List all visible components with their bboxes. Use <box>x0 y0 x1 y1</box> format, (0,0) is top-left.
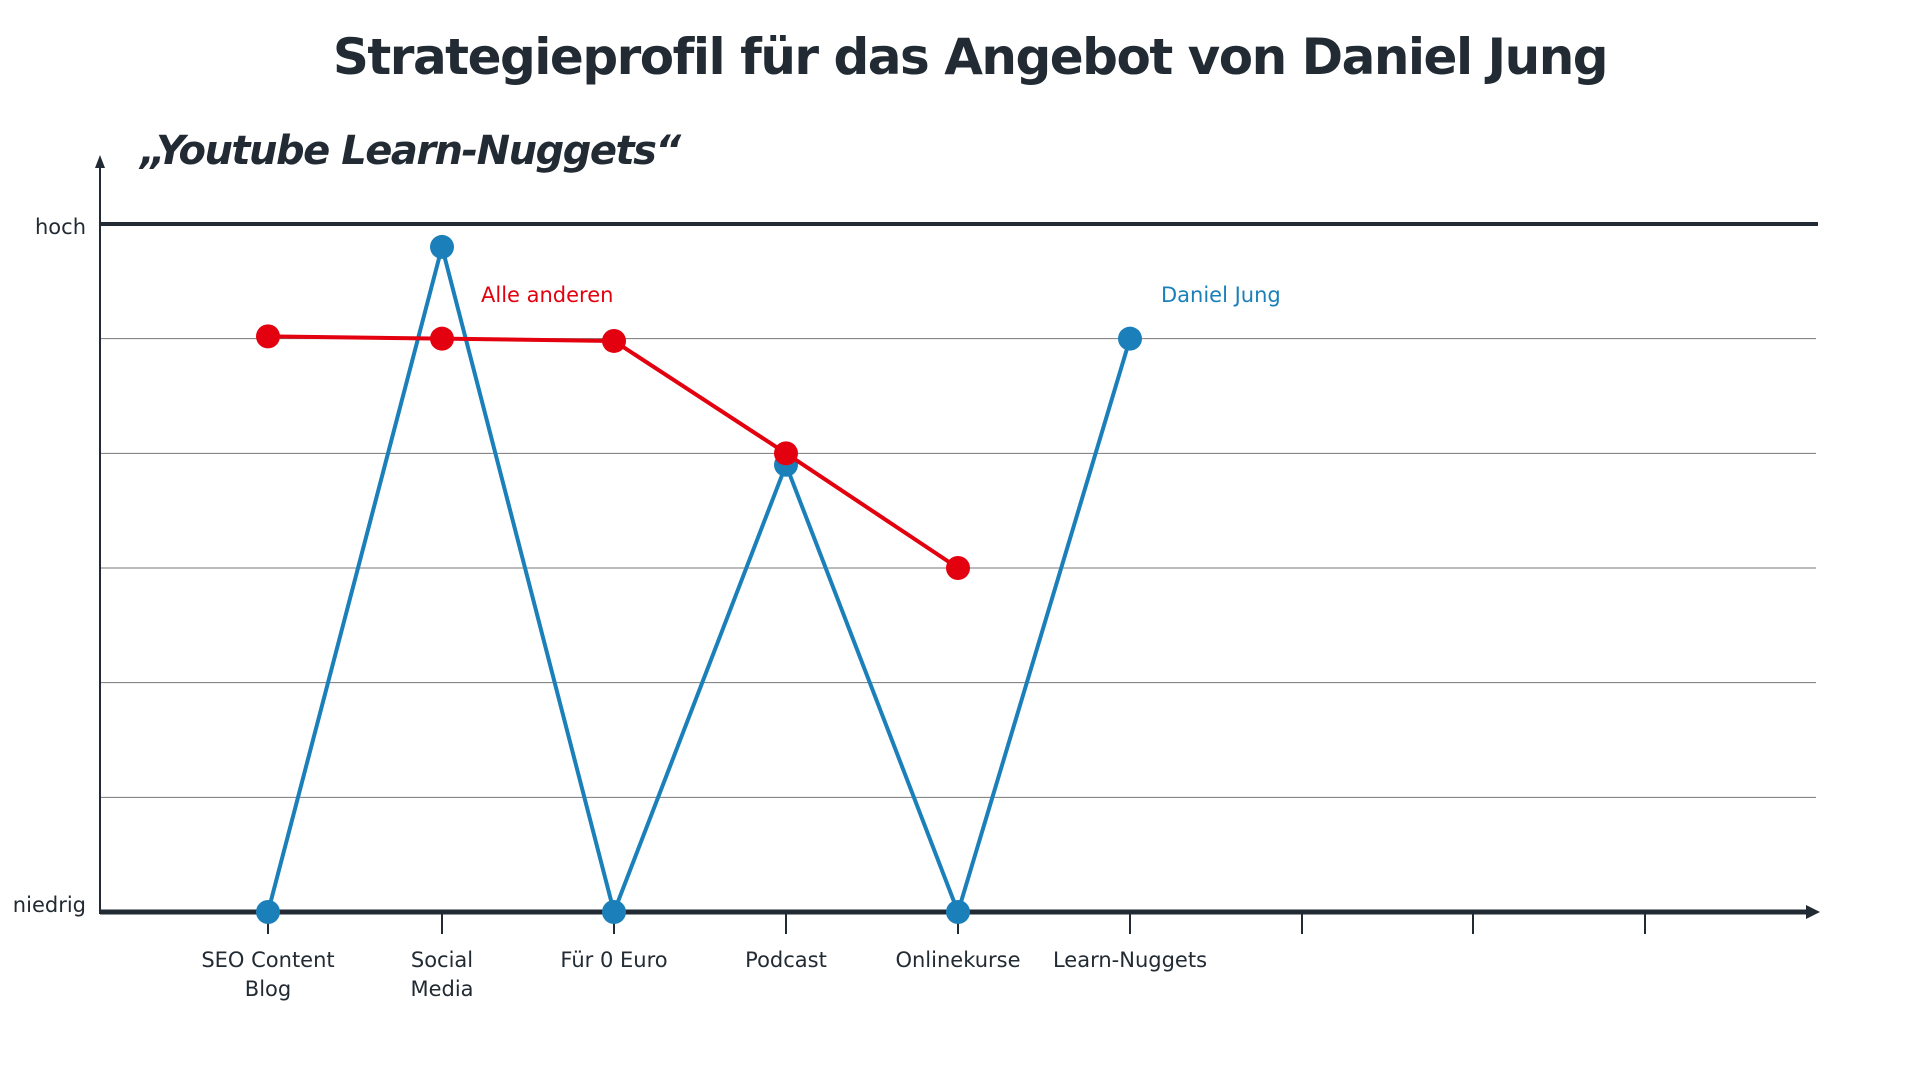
y-axis-arrow <box>95 155 105 168</box>
x-tick-label: Learn-Nuggets <box>1053 948 1207 972</box>
data-point <box>774 441 798 466</box>
data-point <box>602 900 626 924</box>
x-tick-label: SEO Content Blog <box>201 948 334 1001</box>
chart-subtitle: „Youtube Learn-Nuggets“ <box>140 128 681 174</box>
series-line-alle-anderen <box>267 334 960 570</box>
data-point <box>256 324 280 349</box>
chart-title: Strategieprofil für das Angebot von Dani… <box>332 28 1609 86</box>
series-label-daniel-jung: Daniel Jung <box>1161 283 1281 307</box>
data-point <box>256 900 280 924</box>
x-axis-arrow <box>1806 905 1820 919</box>
data-point <box>602 328 626 353</box>
x-tick-label: Für 0 Euro <box>560 948 667 972</box>
x-tick-label: Onlinekurse <box>895 948 1020 972</box>
data-point <box>430 234 454 259</box>
data-point <box>430 326 454 351</box>
x-tick-label: Social Media <box>410 948 473 1001</box>
y-label-low: niedrig <box>13 893 86 917</box>
data-point <box>946 556 970 580</box>
x-tick-label: Podcast <box>745 948 827 972</box>
series-line-daniel-jung <box>266 244 1132 914</box>
y-label-high: hoch <box>35 215 86 239</box>
data-point <box>1118 326 1142 351</box>
data-point <box>946 900 970 924</box>
series-label-alle-anderen: Alle anderen <box>481 283 613 307</box>
